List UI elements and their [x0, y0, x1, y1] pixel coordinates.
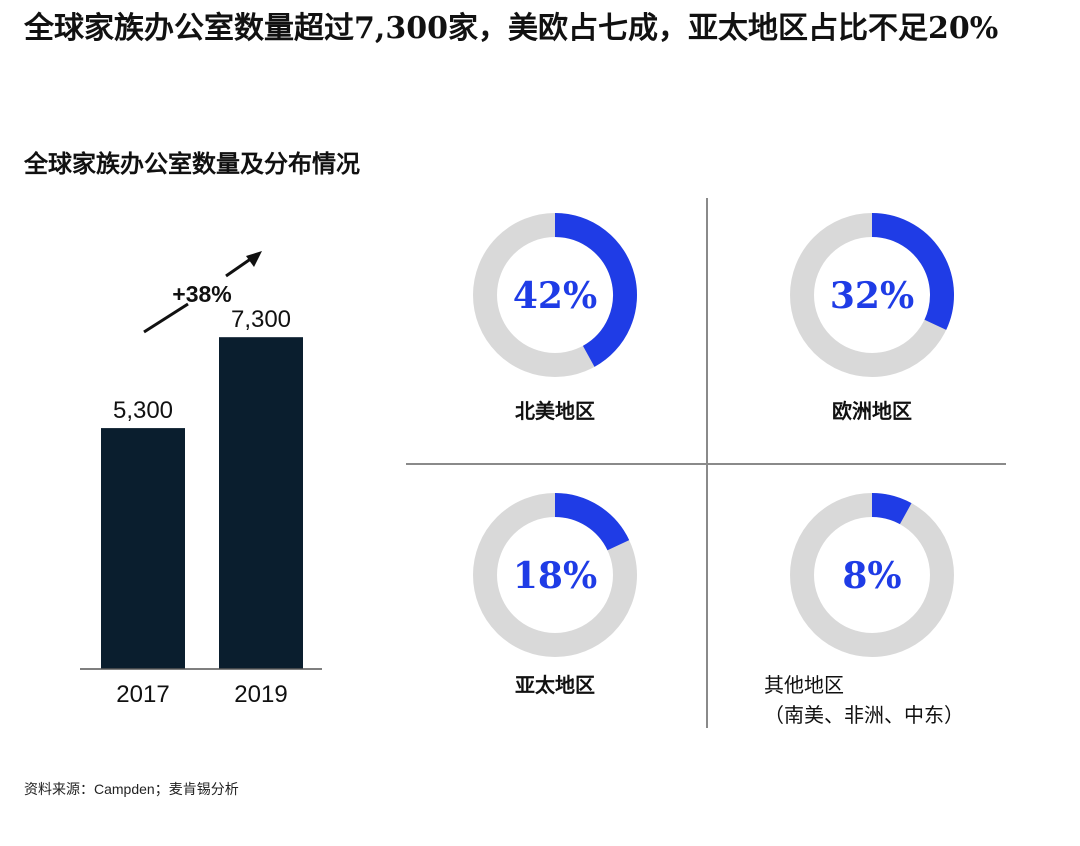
- donut-chart: 42%: [473, 213, 637, 377]
- donut-percent-label: 42%: [513, 275, 597, 317]
- quadrant-divider-horizontal: [406, 463, 1006, 465]
- donut-slice: [871, 213, 954, 330]
- donut-slice: [554, 493, 630, 551]
- region-label: 其他地区 （南美、非洲、中东）: [764, 670, 964, 730]
- region-label: 北美地区: [515, 399, 595, 423]
- growth-arrow-tail: [143, 302, 189, 334]
- region-sublabel: （南美、非洲、中东）: [764, 703, 964, 727]
- chart-title: 全球家族办公室数量及分布情况: [24, 149, 360, 178]
- region-name: 其他地区: [764, 673, 844, 697]
- headline: 全球家族办公室数量超过7,300家，美欧占七成，亚太地区占比不足20%: [24, 11, 999, 46]
- region-label: 欧洲地区: [832, 399, 912, 423]
- donut-chart: 18%: [473, 493, 637, 657]
- donut-percent-label: 8%: [842, 555, 901, 597]
- donut-chart: 32%: [790, 213, 954, 377]
- growth-annotation: +38%: [172, 281, 231, 307]
- growth-arrow-head-line: [225, 256, 253, 278]
- donut-chart: 8%: [790, 493, 954, 657]
- region-label: 亚太地区: [515, 673, 595, 697]
- bar-value-label: 5,300: [113, 397, 173, 424]
- source-note: 资料来源：Campden；麦肯锡分析: [24, 779, 239, 800]
- bar-2017: [101, 428, 185, 669]
- donut-slice: [554, 213, 637, 367]
- source-prefix: 资料来源：: [24, 782, 94, 798]
- source-suffix: ；麦肯锡分析: [154, 782, 239, 798]
- donut-slice: [871, 493, 912, 525]
- x-tick-label: 2019: [234, 681, 287, 708]
- donut-percent-label: 18%: [513, 555, 597, 597]
- bar-2019: [219, 337, 303, 669]
- growth-arrow-head: [246, 251, 262, 267]
- source-name: Campden: [94, 781, 155, 797]
- x-tick-label: 2017: [116, 681, 169, 708]
- bar-chart: 5,300 2017 7,300 2019 +38%: [80, 251, 322, 708]
- donut-percent-label: 32%: [830, 275, 914, 317]
- bar-value-label: 7,300: [231, 306, 291, 333]
